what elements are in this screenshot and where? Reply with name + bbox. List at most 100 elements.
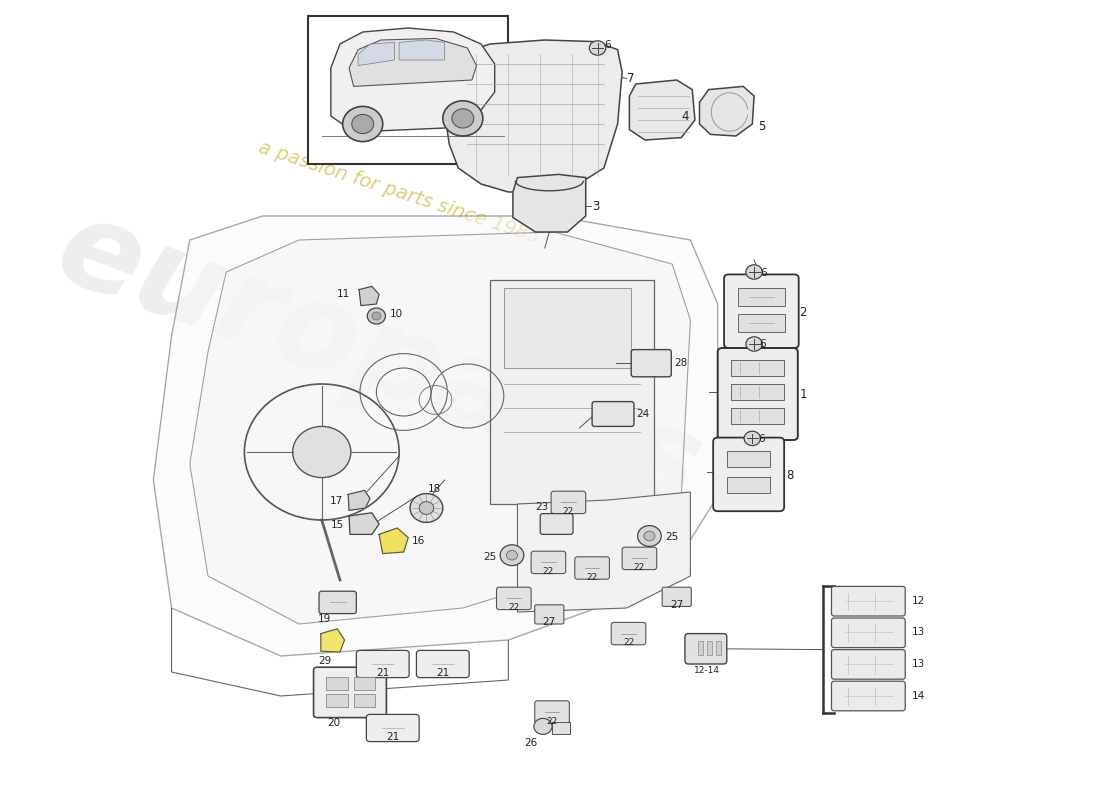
Bar <box>308 16 508 164</box>
Polygon shape <box>359 42 395 66</box>
FancyBboxPatch shape <box>592 402 634 426</box>
Text: 27: 27 <box>542 618 556 627</box>
FancyBboxPatch shape <box>540 514 573 534</box>
Text: 21: 21 <box>386 733 399 742</box>
FancyBboxPatch shape <box>496 587 531 610</box>
Text: 22: 22 <box>623 638 634 647</box>
Text: 6: 6 <box>760 339 767 349</box>
Bar <box>738 288 785 306</box>
Text: 28: 28 <box>674 358 688 368</box>
Text: 2: 2 <box>800 306 807 318</box>
Text: 22: 22 <box>634 563 645 572</box>
FancyBboxPatch shape <box>551 491 585 514</box>
Text: 13: 13 <box>912 627 925 638</box>
Text: 20: 20 <box>327 718 340 728</box>
Text: 5: 5 <box>758 120 766 133</box>
Polygon shape <box>517 492 691 612</box>
Bar <box>353 677 375 690</box>
Circle shape <box>500 545 524 566</box>
FancyBboxPatch shape <box>612 622 646 645</box>
Circle shape <box>352 114 374 134</box>
Text: 22: 22 <box>586 573 597 582</box>
Bar <box>732 360 784 376</box>
Circle shape <box>534 718 552 734</box>
FancyBboxPatch shape <box>356 650 409 678</box>
Circle shape <box>638 526 661 546</box>
Polygon shape <box>349 513 379 534</box>
Bar <box>738 314 785 332</box>
Bar <box>327 694 349 707</box>
Text: a passion for parts since 1985: a passion for parts since 1985 <box>256 138 542 246</box>
Text: 11: 11 <box>337 289 350 298</box>
Bar <box>327 677 349 690</box>
Text: 27: 27 <box>670 600 683 610</box>
Circle shape <box>452 109 474 128</box>
Text: 26: 26 <box>525 738 538 747</box>
Polygon shape <box>349 38 476 86</box>
Bar <box>716 641 722 655</box>
Text: 21: 21 <box>376 668 389 678</box>
Bar <box>727 477 770 493</box>
Text: 25: 25 <box>664 533 679 542</box>
Polygon shape <box>444 40 623 192</box>
Polygon shape <box>399 40 444 60</box>
Circle shape <box>746 265 762 279</box>
Bar <box>353 694 375 707</box>
Text: 15: 15 <box>331 520 344 530</box>
Text: 10: 10 <box>390 310 403 319</box>
FancyBboxPatch shape <box>319 591 356 614</box>
Bar <box>552 722 570 734</box>
Text: 6: 6 <box>604 40 611 50</box>
Polygon shape <box>331 28 495 132</box>
FancyBboxPatch shape <box>832 650 905 679</box>
FancyBboxPatch shape <box>724 274 799 348</box>
Circle shape <box>372 312 381 320</box>
Polygon shape <box>190 232 691 624</box>
Circle shape <box>443 101 483 136</box>
FancyBboxPatch shape <box>832 681 905 710</box>
Text: 18: 18 <box>428 483 441 494</box>
Text: 19: 19 <box>318 614 331 624</box>
Polygon shape <box>513 174 585 232</box>
FancyBboxPatch shape <box>535 605 564 624</box>
Text: 3: 3 <box>592 200 600 213</box>
Text: 22: 22 <box>563 507 574 516</box>
Text: 1: 1 <box>800 388 807 401</box>
FancyBboxPatch shape <box>631 350 671 377</box>
Bar <box>504 288 631 368</box>
Bar <box>732 408 784 424</box>
FancyBboxPatch shape <box>685 634 727 664</box>
Text: 22: 22 <box>547 717 558 726</box>
Circle shape <box>506 550 517 560</box>
Circle shape <box>644 531 654 541</box>
Text: 14: 14 <box>912 690 925 701</box>
FancyBboxPatch shape <box>535 701 570 723</box>
Text: europarts: europarts <box>42 190 716 530</box>
Text: 21: 21 <box>437 668 450 678</box>
FancyBboxPatch shape <box>717 348 798 440</box>
Text: 22: 22 <box>542 567 554 576</box>
Circle shape <box>343 106 383 142</box>
FancyBboxPatch shape <box>713 438 784 511</box>
Polygon shape <box>359 286 380 306</box>
Text: 13: 13 <box>912 659 925 669</box>
Text: 24: 24 <box>636 410 649 419</box>
Text: 12-14: 12-14 <box>694 666 719 674</box>
FancyBboxPatch shape <box>531 551 565 574</box>
Bar <box>697 641 703 655</box>
Circle shape <box>293 426 351 478</box>
Polygon shape <box>153 216 717 656</box>
Polygon shape <box>379 528 408 554</box>
Bar <box>491 280 654 504</box>
Bar <box>707 641 712 655</box>
Text: 23: 23 <box>536 502 549 512</box>
FancyBboxPatch shape <box>662 587 691 606</box>
Bar <box>732 384 784 400</box>
Polygon shape <box>349 490 370 510</box>
Bar <box>727 451 770 467</box>
FancyBboxPatch shape <box>417 650 470 678</box>
Text: 29: 29 <box>318 656 331 666</box>
Text: 6: 6 <box>758 434 764 443</box>
Text: 16: 16 <box>411 536 425 546</box>
Text: 22: 22 <box>508 603 519 612</box>
